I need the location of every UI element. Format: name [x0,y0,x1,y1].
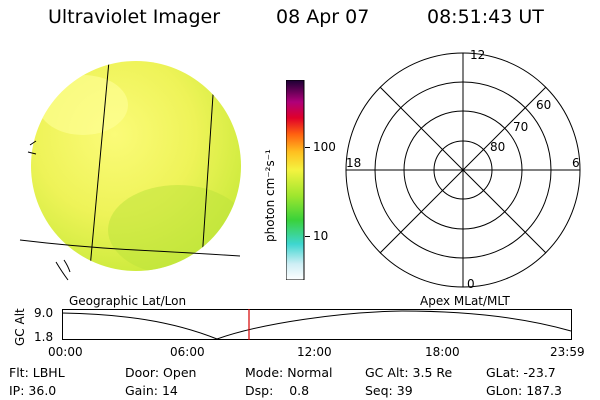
info-glat: GLat: -23.7 [486,365,556,380]
time-tick-1200: 12:00 [297,345,332,359]
apex-caption: Apex MLat/MLT [420,294,510,308]
info-ip: IP: 36.0 [9,383,57,398]
lat-label-80: 80 [490,140,505,154]
mlt-label-bottom: 0 [467,277,475,291]
time-tick-1800: 18:00 [425,345,460,359]
altitude-plot [62,309,572,340]
altitude-curve [62,310,572,340]
colorbar-tick-100: 100 [313,140,336,154]
altitude-ytick-bottom: 1.8 [34,330,54,344]
instrument-title: Ultraviolet Imager [48,6,221,28]
mlt-label-left: 18 [346,156,361,170]
colorbar-unit-label: photon cm⁻²s⁻¹ [263,149,277,242]
info-glon: GLon: 187.3 [486,383,562,398]
lat-label-60: 60 [536,98,551,112]
info-dsp: Dsp: 0.8 [245,383,310,398]
date-label: 08 Apr 07 [276,6,370,28]
altitude-ylabel: GC Alt [13,308,27,346]
info-gain: Gain: 14 [125,383,178,398]
altitude-ytick-top: 9.0 [34,306,54,320]
mlt-label-top: 12 [470,48,485,62]
info-filter: Flt: LBHL [9,365,65,380]
info-mode: Mode: Normal [245,365,333,380]
info-seq: Seq: 39 [365,383,413,398]
geographic-caption: Geographic Lat/Lon [69,294,187,308]
time-label: 08:51:43 UT [427,6,544,28]
color-bar [286,80,305,280]
polar-plot: 12 18 6 0 60 70 80 [345,48,581,291]
lat-label-70: 70 [513,120,528,134]
time-tick-2359: 23:59 [550,345,585,359]
info-door: Door: Open [125,365,197,380]
time-tick-0600: 06:00 [170,345,205,359]
latitude-line [19,239,241,257]
mlt-label-right: 6 [572,156,580,170]
earth-image [19,61,241,281]
info-gc-alt: GC Alt: 3.5 Re [365,365,453,380]
time-tick-0000: 00:00 [48,345,83,359]
colorbar-tick-10: 10 [313,229,329,243]
